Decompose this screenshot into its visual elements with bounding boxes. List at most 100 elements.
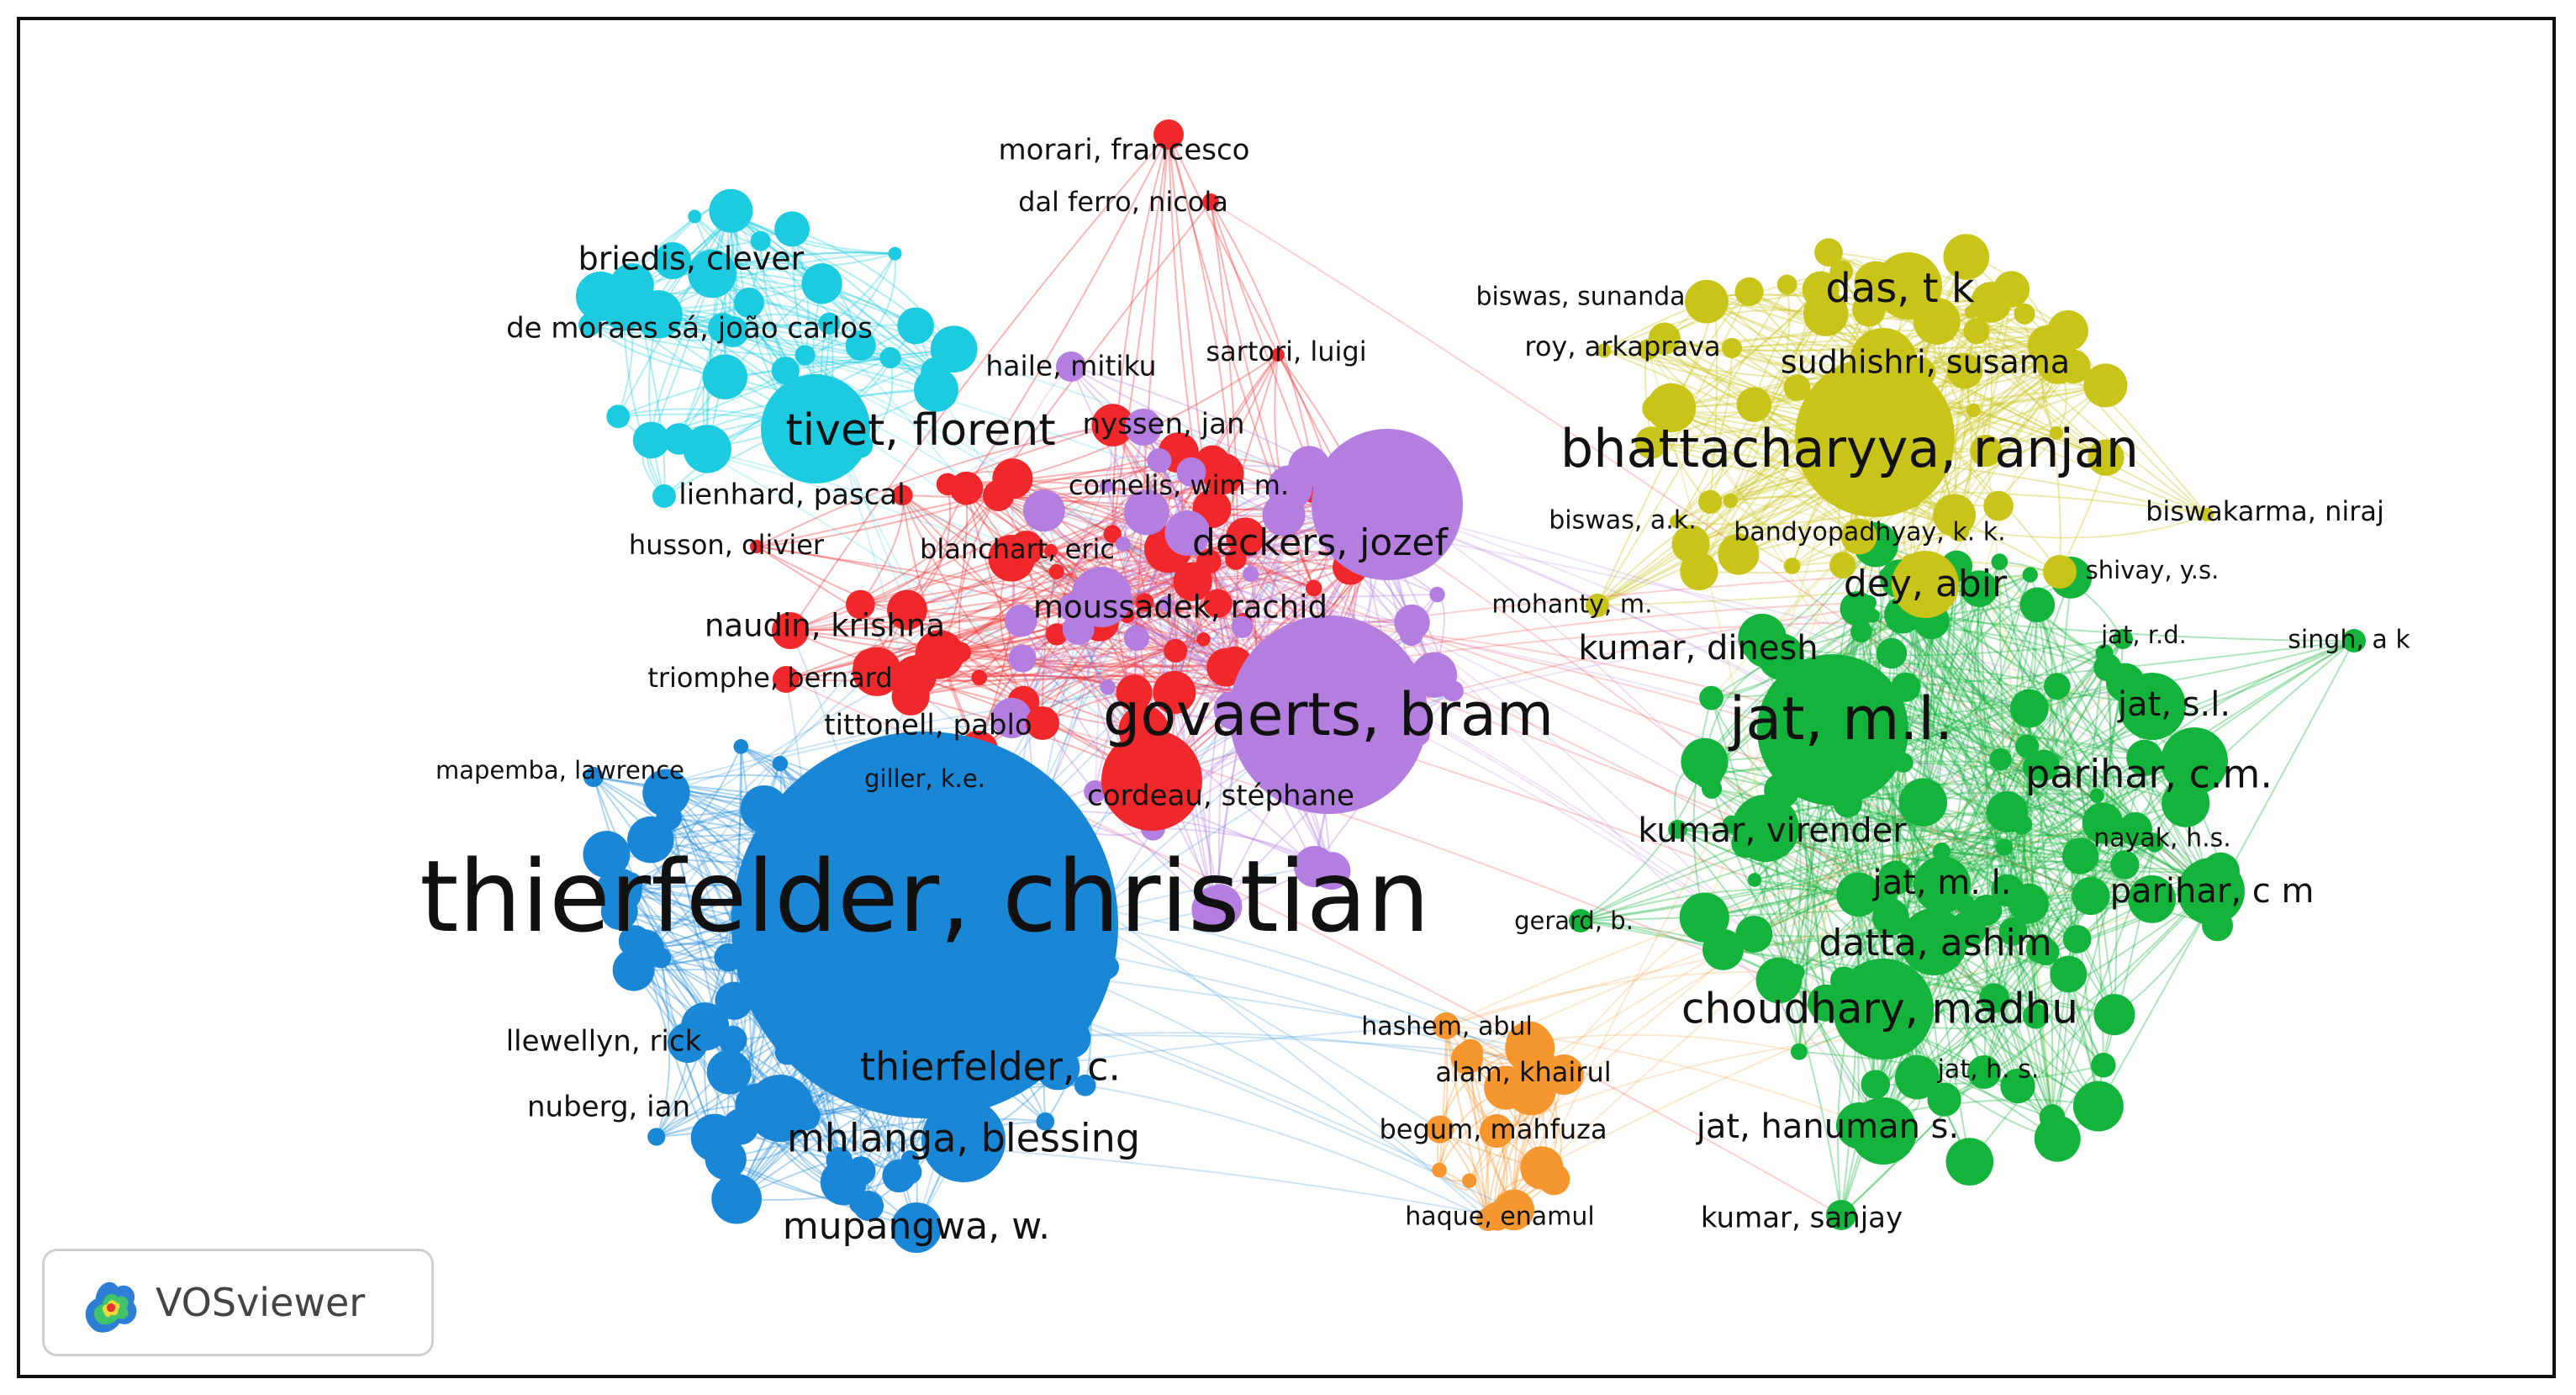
node-2[interactable] — [921, 1098, 1006, 1182]
node-23[interactable] — [761, 374, 870, 483]
node-3[interactable] — [891, 1202, 942, 1253]
node-30[interactable] — [1703, 284, 1727, 308]
node-54[interactable] — [1433, 1012, 1460, 1039]
yellow-minor-node-41 — [1736, 387, 1772, 423]
node-38[interactable] — [1757, 654, 1908, 806]
node-label-15: tittonell, pablo — [824, 709, 1032, 742]
node-label-27: bhattacharyya, ranjan — [1560, 418, 2139, 479]
yellow-minor-node-59 — [2014, 303, 2035, 325]
node-48[interactable] — [1967, 1055, 2001, 1089]
red-minor-node-49 — [891, 677, 930, 716]
red-minor-node-51 — [846, 589, 875, 620]
green-minor-node-22 — [2089, 788, 2104, 803]
node-label-6: mapemba, lawrence — [435, 756, 684, 785]
node-41[interactable] — [2161, 727, 2228, 795]
green-minor-node-16 — [1699, 685, 1723, 711]
node-44[interactable] — [2177, 858, 2245, 925]
node-0[interactable] — [731, 732, 1118, 1118]
node-26[interactable] — [652, 484, 676, 508]
node-10[interactable] — [1071, 567, 1132, 627]
red-minor-node-19 — [887, 589, 927, 631]
green-minor-node-71 — [2032, 938, 2060, 966]
green-minor-node-105 — [2002, 809, 2024, 832]
node-31[interactable] — [1722, 338, 1742, 358]
yellow-minor-node-56 — [1718, 533, 1760, 575]
node-5[interactable] — [747, 1075, 814, 1142]
node-label-52: singh, a k — [2288, 626, 2410, 655]
red-minor-node-26 — [1153, 670, 1196, 715]
yellow-minor-node-35 — [1946, 352, 1983, 389]
node-9[interactable] — [1312, 429, 1463, 580]
node-8[interactable] — [1229, 616, 1428, 814]
node-45[interactable] — [2144, 832, 2161, 849]
node-42[interactable] — [1732, 795, 1799, 862]
node-39[interactable] — [1744, 624, 1787, 668]
node-21[interactable] — [1153, 119, 1184, 150]
node-label-25: de moraes sá, joão carlos — [506, 312, 873, 346]
vosviewer-wordmark: VOSviewer — [156, 1280, 366, 1325]
node-7[interactable] — [900, 764, 950, 814]
node-55[interactable] — [1544, 1054, 1584, 1095]
node-56[interactable] — [1480, 1114, 1513, 1148]
node-27[interactable] — [1795, 357, 1955, 517]
node-46[interactable] — [1900, 908, 1967, 975]
node-50[interactable] — [1826, 1200, 1856, 1230]
node-label-41: parihar, c.m. — [2025, 752, 2272, 797]
blue-minor-node-69 — [627, 816, 674, 864]
node-20[interactable] — [1271, 348, 1285, 362]
node-49[interactable] — [1850, 1097, 1917, 1165]
green-minor-node-0 — [1927, 1082, 1961, 1117]
node-53[interactable] — [1569, 909, 1592, 933]
node-1[interactable] — [957, 1036, 1024, 1103]
red-minor-node-29 — [853, 648, 888, 684]
node-4[interactable] — [668, 1022, 708, 1063]
node-16[interactable] — [772, 612, 809, 649]
node-19[interactable] — [1044, 544, 1058, 557]
node-6[interactable] — [583, 767, 604, 787]
yellow-minor-node-52 — [1829, 260, 1854, 283]
node-18[interactable] — [750, 540, 763, 553]
node-14[interactable] — [1101, 730, 1202, 831]
node-24[interactable] — [654, 242, 691, 279]
green-minor-node-85 — [2128, 875, 2177, 923]
node-33[interactable] — [1670, 515, 1683, 528]
node-32[interactable] — [1892, 551, 1959, 618]
cyan-minor-node-21 — [683, 425, 731, 473]
node-11[interactable] — [1056, 351, 1086, 382]
yellow-minor-node-51 — [1983, 490, 2014, 521]
node-57[interactable] — [1476, 1207, 1500, 1231]
node-22[interactable] — [1202, 193, 1219, 210]
node-43[interactable] — [1914, 856, 1971, 913]
node-34[interactable] — [1949, 521, 1969, 542]
node-51[interactable] — [2113, 629, 2133, 649]
node-13[interactable] — [1100, 479, 1113, 493]
node-25[interactable] — [708, 313, 738, 343]
purple-minor-node-37 — [1004, 604, 1037, 637]
green-minor-node-33 — [1991, 553, 2009, 571]
blue-minor-node-29 — [1074, 1074, 1096, 1096]
node-36[interactable] — [2043, 555, 2077, 589]
node-17[interactable] — [773, 666, 800, 693]
node-37[interactable] — [1586, 594, 1609, 617]
yellow-minor-node-37 — [1829, 552, 1856, 579]
node-label-3: mupangwa, w. — [783, 1205, 1050, 1248]
node-52[interactable] — [2342, 629, 2366, 653]
node-15[interactable] — [1026, 706, 1059, 740]
green-minor-node-14 — [2095, 644, 2114, 663]
yellow-minor-node-24 — [1648, 322, 1681, 355]
node-28[interactable] — [1875, 252, 1942, 320]
node-29[interactable] — [1850, 328, 1917, 395]
node-12[interactable] — [1125, 409, 1162, 446]
node-47[interactable] — [1833, 959, 1934, 1059]
purple-minor-node-11 — [1243, 566, 1259, 583]
node-label-16: naudin, krishna — [705, 608, 945, 644]
node-35[interactable] — [2200, 508, 2214, 521]
yellow-minor-node-27 — [1966, 403, 1981, 418]
red-minor-node-28 — [949, 471, 984, 505]
node-label-31: roy, arkaprava — [1524, 330, 1720, 362]
purple-minor-node-26 — [1123, 489, 1169, 536]
node-label-17: triomphe, bernard — [647, 662, 892, 694]
green-minor-node-97 — [2034, 1115, 2081, 1162]
node-40[interactable] — [2119, 673, 2186, 740]
